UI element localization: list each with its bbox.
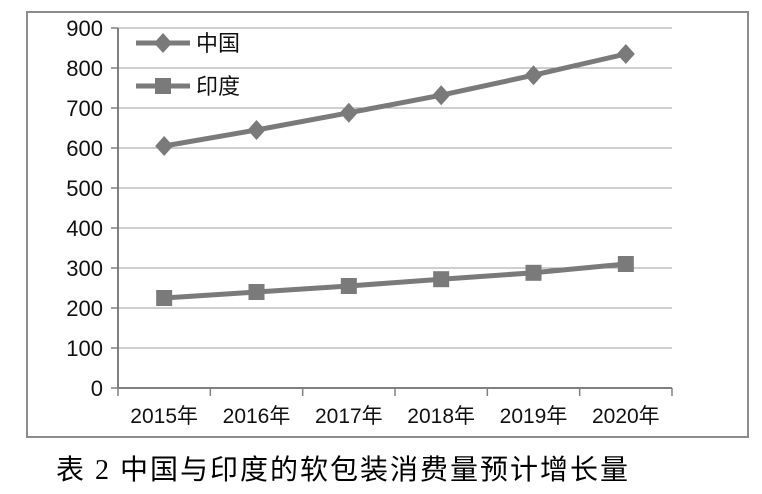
legend-label: 印度 [196,74,240,99]
y-tick-labels: 0 100 200 300 400 500 600 700 800 900 [66,16,103,401]
y-tick-label: 500 [66,176,103,201]
y-tick-label: 600 [66,136,103,161]
square-marker [525,264,542,281]
x-tick-label: 2016年 [223,405,291,428]
chart-border [26,11,749,438]
y-tick-label: 100 [66,336,103,361]
series-0 [155,44,635,156]
figure-caption: 表 2 中国与印度的软包装消费量预计增长量 [56,455,631,486]
legend-item-1: 印度 [136,74,240,99]
square-marker [248,284,265,300]
x-tick-label: 2019年 [500,405,568,428]
x-tick-labels: 2015年 2016年 2017年 2018年 2019年 2020年 [130,405,659,428]
y-tick-label: 800 [66,56,103,81]
y-tick-label: 900 [66,16,103,41]
square-marker [617,256,634,272]
y-tick-label: 700 [66,96,103,121]
x-tick-label: 2017年 [315,405,383,428]
legend-item-0: 中国 [136,31,240,56]
y-tick-label: 200 [66,296,103,321]
diamond-marker [432,85,451,106]
x-tick-label: 2020年 [592,405,660,428]
legend-diamond-marker [154,33,172,53]
diamond-marker [524,65,543,86]
x-tick-label: 2015年 [130,405,198,428]
x-ticks [117,388,673,396]
diamond-marker [155,136,174,156]
legend-square-marker [155,78,171,94]
square-marker [340,278,357,294]
y-tick-label: 400 [66,216,103,241]
y-tick-label: 300 [66,256,103,281]
series-1 [156,256,634,306]
series-line-0 [163,51,627,149]
diamond-marker [339,102,358,123]
legend-label: 中国 [196,31,240,56]
gridlines [111,27,672,389]
square-marker [433,271,450,288]
x-tick-label: 2018年 [407,405,475,428]
series-line-1 [164,261,627,301]
diamond-marker [247,120,266,140]
diamond-marker [616,44,635,64]
square-marker [156,290,173,306]
y-tick-label: 0 [91,376,103,401]
